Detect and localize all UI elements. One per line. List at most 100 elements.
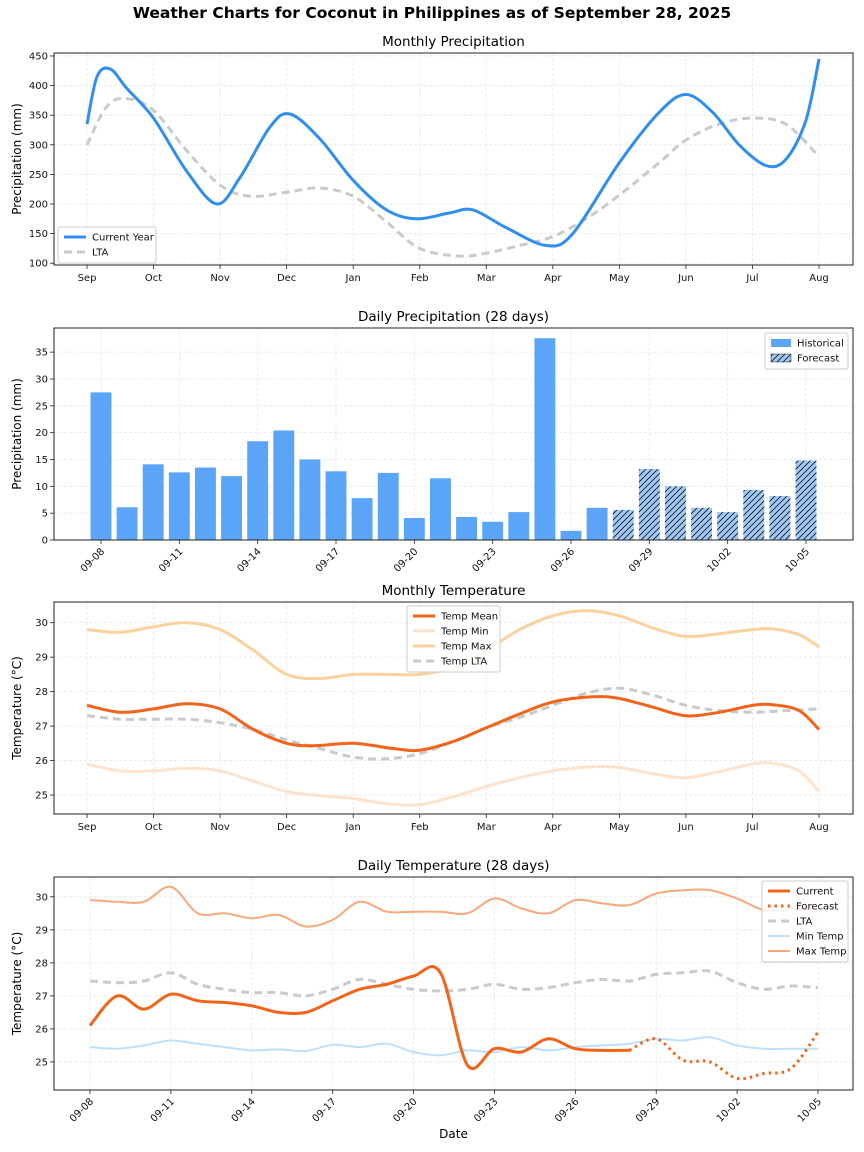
y-tick-label: 30: [35, 374, 48, 385]
historical-bar: [482, 521, 504, 540]
figure-title: Weather Charts for Coconut in Philippine…: [132, 4, 732, 22]
x-tick-label: 09-26: [553, 1096, 581, 1124]
x-tick-label: Aug: [809, 822, 829, 833]
x-tick-label: Dec: [277, 273, 296, 284]
y-axis-label: Precipitation (mm): [10, 103, 24, 215]
historical-bar: [430, 478, 451, 540]
x-tick-label: 10-05: [784, 546, 812, 574]
y-tick-label: 27: [35, 722, 48, 733]
x-tick-label: 09-14: [235, 546, 263, 574]
historical-bar: [351, 498, 373, 540]
x-tick-label: Jul: [745, 273, 758, 284]
y-tick-label: 25: [35, 1057, 48, 1068]
y-tick-label: 30: [35, 892, 48, 903]
series-line-min-temp: [89, 1036, 818, 1057]
legend-label: Min Temp: [796, 932, 844, 943]
x-tick-label: Oct: [145, 273, 162, 284]
series-line-current-year: [85, 58, 821, 248]
legend-hatch: [771, 354, 791, 362]
y-tick-label: 25: [35, 401, 48, 412]
series-line-lta: [89, 969, 819, 998]
y-tick-label: 5: [42, 509, 48, 520]
x-tick-label: Jun: [677, 822, 694, 833]
x-tick-label: 09-17: [310, 1096, 338, 1124]
historical-bar: [221, 476, 242, 540]
historical-bar: [403, 517, 425, 540]
historical-bar: [195, 467, 216, 540]
x-tick-label: 09-20: [391, 1096, 419, 1124]
plot-border: [53, 52, 854, 266]
legend-label: Temp Mean: [440, 612, 498, 623]
historical-bar: [168, 472, 190, 540]
x-tick-label: Sep: [78, 822, 97, 833]
historical-bar: [456, 516, 477, 540]
x-tick-label: 09-29: [634, 1096, 662, 1124]
x-axis-label: Date: [439, 1127, 468, 1141]
x-tick-label: 09-08: [79, 546, 107, 574]
x-tick-label: Dec: [277, 822, 296, 833]
y-tick-label: 30: [35, 618, 48, 629]
legend-label: Forecast: [797, 354, 839, 365]
chart-title: Monthly Temperature: [382, 583, 526, 599]
legend-label: Temp Min: [440, 627, 489, 638]
x-tick-label: 09-14: [230, 1096, 258, 1124]
x-tick-label: Jul: [745, 822, 758, 833]
y-tick-label: 26: [35, 1024, 48, 1035]
series-line-temp-min: [86, 761, 821, 807]
legend-box: [406, 605, 501, 673]
y-tick-label: 35: [35, 348, 48, 359]
legend-label: Historical: [797, 339, 844, 350]
forecast-bar-hatch: [612, 509, 634, 540]
forecast-bar-hatch: [743, 490, 765, 540]
y-tick-label: 28: [35, 687, 48, 698]
x-tick-label: Nov: [210, 273, 230, 284]
series-line-temp-mean: [86, 695, 821, 753]
y-tick-label: 300: [29, 140, 48, 151]
y-tick-label: 27: [35, 991, 48, 1002]
x-tick-label: 09-20: [392, 546, 420, 574]
x-tick-label: 09-23: [470, 546, 498, 574]
historical-bar: [90, 392, 112, 540]
y-axis-label: Precipitation (mm): [10, 378, 24, 490]
series-line-max-temp: [89, 885, 819, 928]
forecast-bar-hatch: [795, 460, 817, 540]
chart-title: Daily Precipitation (28 days): [358, 309, 549, 325]
y-axis-label: Temperature (°C): [10, 656, 24, 761]
y-tick-label: 20: [35, 428, 48, 439]
y-tick-label: 25: [35, 791, 48, 802]
historical-bar: [247, 441, 269, 540]
historical-bar: [534, 338, 556, 540]
x-tick-label: Apr: [544, 273, 562, 284]
legend-swatch: [771, 339, 791, 347]
x-tick-label: May: [609, 822, 630, 833]
y-tick-label: 29: [35, 925, 48, 936]
x-tick-label: Nov: [210, 822, 230, 833]
x-tick-label: 09-29: [627, 546, 655, 574]
series-line-lta: [85, 96, 821, 258]
forecast-bar-hatch: [717, 512, 739, 540]
historical-bar: [116, 507, 138, 540]
plot-border: [53, 327, 854, 541]
x-tick-label: 09-08: [68, 1096, 96, 1124]
historical-bar: [586, 507, 608, 540]
historical-bar: [273, 430, 295, 540]
x-tick-label: 10-02: [705, 546, 733, 574]
x-tick-label: Jan: [344, 822, 360, 833]
forecast-bar-hatch: [769, 495, 791, 540]
legend-label: Max Temp: [796, 947, 847, 958]
daily-precipitation-chart: Daily Precipitation (28 days) 0 5 10 15 20 25 3…: [10, 309, 854, 575]
legend-label: Temp LTA: [440, 657, 487, 668]
y-tick-label: 350: [29, 111, 48, 122]
x-tick-label: Oct: [145, 822, 162, 833]
series-line-forecast: [628, 1031, 820, 1081]
chart-title: Daily Temperature (28 days): [357, 858, 549, 874]
y-tick-label: 10: [35, 482, 48, 493]
y-tick-label: 15: [35, 455, 48, 466]
y-tick-label: 150: [29, 229, 48, 240]
x-tick-label: Sep: [78, 273, 97, 284]
y-axis-label: Temperature (°C): [10, 932, 24, 1037]
y-tick-label: 26: [35, 756, 48, 767]
x-tick-label: 09-23: [472, 1096, 500, 1124]
x-tick-label: 10-05: [796, 1096, 824, 1124]
y-tick-label: 450: [29, 51, 48, 62]
